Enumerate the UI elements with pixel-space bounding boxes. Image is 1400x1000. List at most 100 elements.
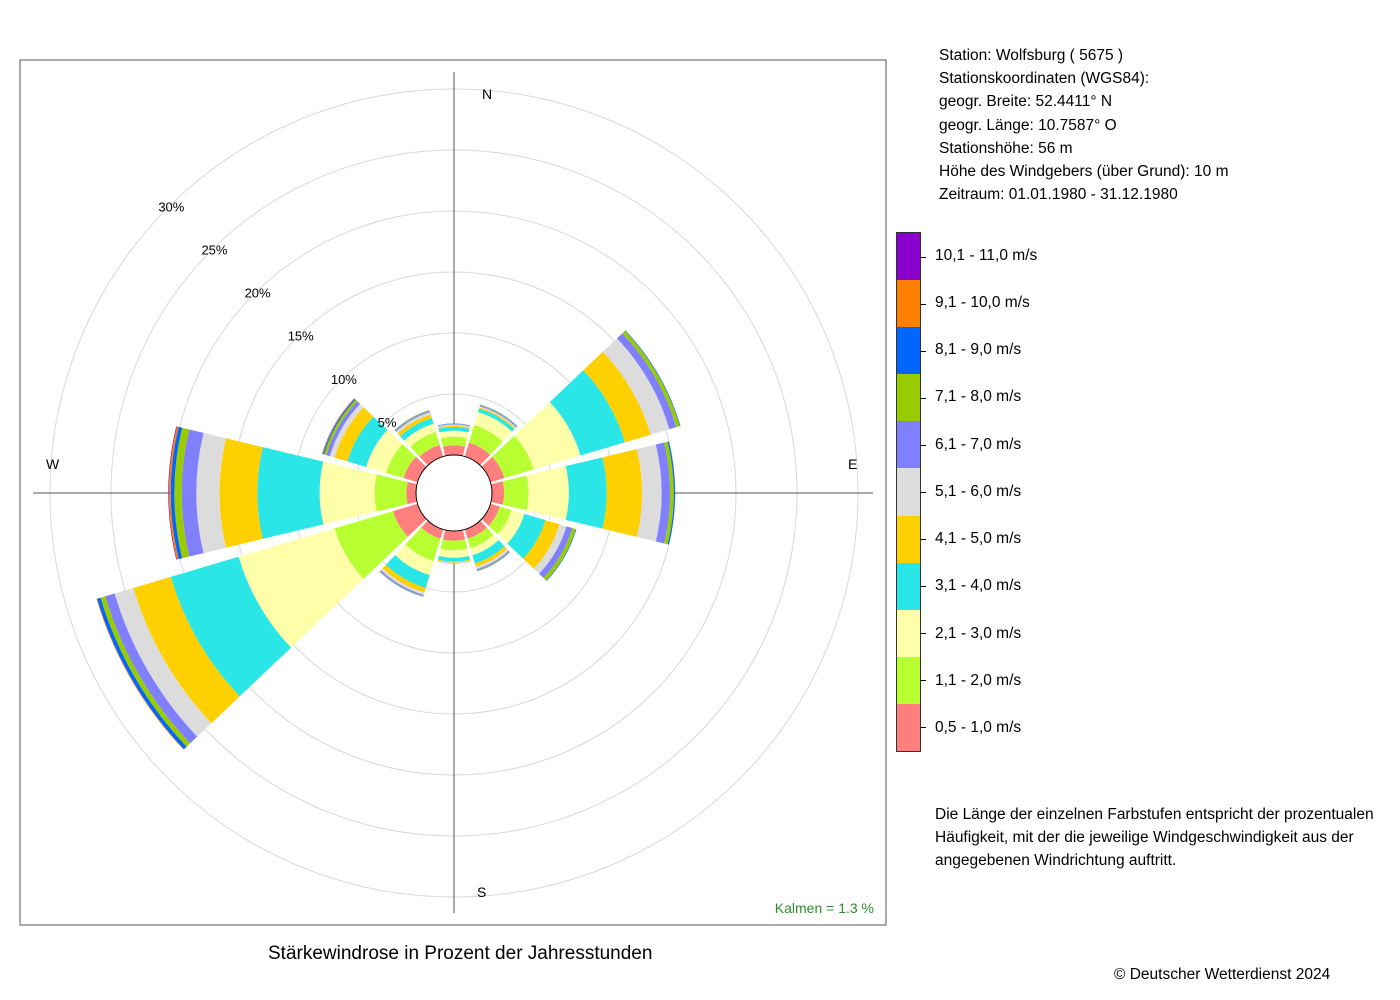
bar-segment [405, 527, 441, 562]
sector-240 [96, 503, 427, 750]
legend-swatch [897, 374, 926, 422]
radial-tick-label: 25% [201, 242, 227, 257]
bar-segment [438, 425, 470, 429]
bar-segment [442, 529, 466, 541]
sector-330 [394, 410, 444, 466]
bar-segment [380, 568, 425, 595]
bar-segment [438, 426, 470, 433]
bar-segment [105, 593, 198, 744]
sector-0 [437, 423, 471, 457]
sector-210 [379, 520, 444, 597]
bar-segment [470, 534, 499, 556]
bar-segment [526, 466, 569, 520]
bar-segment [464, 442, 491, 466]
bar-segment [395, 544, 434, 576]
bar-segment [440, 436, 468, 447]
bar-segment [464, 520, 487, 539]
bar-segment [366, 429, 403, 473]
station-name: Station: Wolfsburg ( 5675 ) [939, 47, 1124, 64]
bar-segment [468, 424, 503, 455]
legend-label: 4,1 - 5,0 m/s [935, 530, 1022, 548]
sector-180 [437, 529, 471, 564]
bar-segment [616, 333, 677, 430]
bar-segment [323, 399, 358, 456]
radial-tick-label: 30% [158, 199, 184, 214]
bar-segment [533, 524, 567, 574]
legend-swatch [897, 280, 926, 328]
bar-segment [502, 475, 529, 511]
bar-segment [497, 510, 525, 544]
legend-swatch [897, 515, 926, 563]
bar-segment [488, 506, 512, 535]
bar-segment [437, 423, 471, 426]
station-height: Stationshöhe: 56 m [939, 139, 1073, 157]
bar-segment [392, 503, 427, 537]
longitude: geogr. Länge: 10.7587° O [939, 116, 1117, 134]
bar-segment [400, 417, 434, 441]
legend-label: 6,1 - 7,0 m/s [935, 435, 1022, 453]
legend-tick [921, 539, 926, 541]
legend-swatch [897, 703, 926, 752]
period: Zeitraum: 01.01.1980 - 31.12.1980 [939, 186, 1178, 204]
calm-label: Kalmen = 1.3 % [775, 900, 874, 916]
bar-segment [404, 423, 436, 447]
bar-segment [583, 351, 651, 443]
legend-tick [921, 492, 926, 494]
bar-segment [168, 426, 177, 560]
sector-270 [168, 426, 418, 560]
bar-segment [664, 441, 674, 545]
bar-segment [476, 550, 510, 571]
compass-w: W [46, 456, 60, 472]
bar-segment [257, 447, 324, 539]
bar-segment [438, 424, 470, 428]
compass-n: N [482, 86, 492, 102]
bar-segment [602, 449, 643, 537]
bar-segment [478, 407, 516, 430]
legend-label: 1,1 - 2,0 m/s [935, 672, 1022, 690]
legend-tick [921, 633, 926, 635]
bar-segment [439, 430, 469, 439]
latitude: geogr. Breite: 52.4411° N [939, 93, 1113, 111]
sensor-height: Höhe des Windgebers (über Grund): 10 m [939, 163, 1229, 181]
bar-segment [374, 474, 408, 512]
bar-segment [636, 444, 662, 542]
bar-segment [334, 407, 374, 462]
legend-label: 9,1 - 10,0 m/s [935, 293, 1030, 311]
sector-120 [481, 503, 577, 581]
legend-label: 10,1 - 11,0 m/s [935, 246, 1038, 264]
bar-segment [174, 427, 190, 559]
bar-segment [474, 546, 508, 567]
legend-tick [921, 303, 926, 305]
bar-segment [170, 426, 183, 560]
sector-60 [481, 330, 681, 483]
bar-segment [474, 412, 513, 442]
bar-segment [437, 423, 471, 426]
bar-segment [438, 548, 470, 558]
sector-150 [464, 520, 511, 572]
legend-label: 8,1 - 9,0 m/s [935, 341, 1022, 359]
bar-segment [114, 587, 212, 737]
bar-segment [421, 520, 444, 539]
bar-segment [507, 513, 546, 559]
calm-circle [415, 454, 493, 532]
bar-segment [196, 432, 227, 554]
legend-label: 5,1 - 6,0 m/s [935, 482, 1022, 500]
bar-segment [565, 457, 607, 529]
bar-segment [549, 370, 625, 456]
bar-segment [419, 444, 444, 466]
sector-30 [464, 404, 518, 466]
legend-swatch [897, 233, 926, 281]
bar-segment [481, 456, 505, 483]
bar-segment [442, 445, 466, 457]
legend-label: 3,1 - 4,0 m/s [935, 577, 1022, 595]
legend-tick [921, 586, 926, 588]
bar-segment [514, 402, 581, 470]
bar-segment [437, 561, 471, 564]
bar-segment [622, 330, 680, 428]
bar-segment [170, 556, 292, 697]
bar-segment [329, 403, 364, 458]
radial-tick-label: 5% [378, 415, 397, 430]
compass-s: S [477, 884, 486, 900]
bar-segment [523, 520, 560, 569]
bar-segment [238, 528, 364, 648]
